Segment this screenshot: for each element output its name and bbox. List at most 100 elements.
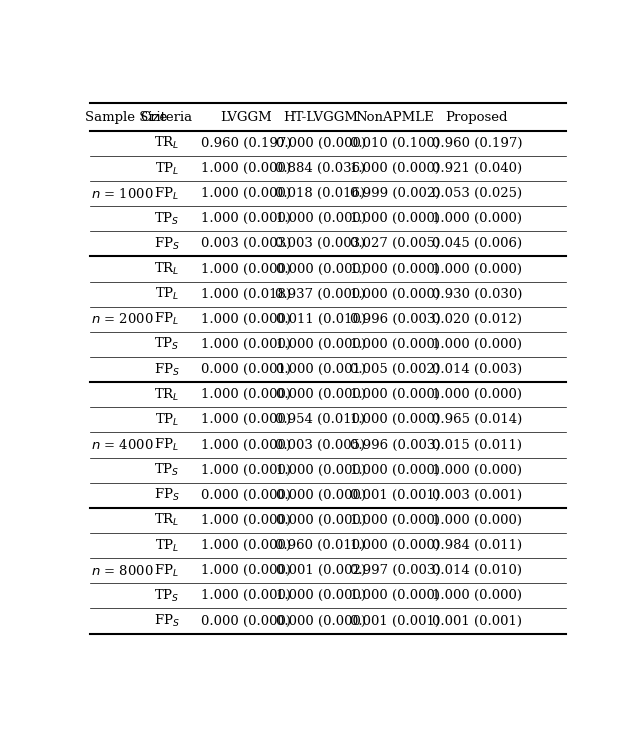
Text: FP$_{S}$: FP$_{S}$ [154, 487, 180, 503]
Text: 1.000 (0.000): 1.000 (0.000) [201, 313, 291, 326]
Text: FP$_{L}$: FP$_{L}$ [154, 311, 179, 327]
Text: 0.014 (0.010): 0.014 (0.010) [432, 564, 522, 577]
Text: 0.053 (0.025): 0.053 (0.025) [432, 187, 522, 200]
Text: TR$_{L}$: TR$_{L}$ [154, 513, 180, 528]
Text: 1.000 (0.000): 1.000 (0.000) [432, 338, 522, 351]
Text: 1.000 (0.000): 1.000 (0.000) [350, 388, 440, 401]
Text: 1.000 (0.000): 1.000 (0.000) [201, 388, 291, 401]
Text: FP$_{L}$: FP$_{L}$ [154, 186, 179, 202]
Text: 1.000 (0.000): 1.000 (0.000) [201, 514, 291, 527]
Text: 1.000 (0.000): 1.000 (0.000) [432, 464, 522, 476]
Text: 0.960 (0.010): 0.960 (0.010) [275, 539, 365, 552]
Text: 0.000 (0.000): 0.000 (0.000) [201, 489, 291, 502]
Text: 0.937 (0.000): 0.937 (0.000) [275, 288, 365, 301]
Text: HT-LVGGM: HT-LVGGM [283, 111, 358, 124]
Text: 1.000 (0.000): 1.000 (0.000) [432, 263, 522, 275]
Text: 1.000 (0.000): 1.000 (0.000) [201, 263, 291, 275]
Text: 1.000 (0.000): 1.000 (0.000) [350, 539, 440, 552]
Text: 1.000 (0.000): 1.000 (0.000) [432, 514, 522, 527]
Text: 0.000 (0.000): 0.000 (0.000) [276, 137, 365, 150]
Text: 1.000 (0.000): 1.000 (0.000) [276, 589, 365, 603]
Text: 0.000 (0.000): 0.000 (0.000) [201, 614, 291, 628]
Text: 0.000 (0.000): 0.000 (0.000) [276, 263, 365, 275]
Text: 0.954 (0.010): 0.954 (0.010) [275, 413, 365, 427]
Text: Sample Size: Sample Size [85, 111, 167, 124]
Text: TP$_{L}$: TP$_{L}$ [155, 412, 179, 428]
Text: 0.996 (0.003): 0.996 (0.003) [349, 313, 440, 326]
Text: FP$_{S}$: FP$_{S}$ [154, 236, 180, 252]
Text: 1.000 (0.000): 1.000 (0.000) [432, 589, 522, 603]
Text: 0.027 (0.005): 0.027 (0.005) [350, 237, 440, 250]
Text: 0.960 (0.197): 0.960 (0.197) [201, 137, 291, 150]
Text: 0.018 (0.016): 0.018 (0.016) [275, 187, 365, 200]
Text: 0.000 (0.001): 0.000 (0.001) [201, 363, 291, 376]
Text: 0.997 (0.003): 0.997 (0.003) [349, 564, 440, 577]
Text: FP$_{S}$: FP$_{S}$ [154, 361, 180, 378]
Text: 0.984 (0.011): 0.984 (0.011) [432, 539, 522, 552]
Text: 1.000 (0.000): 1.000 (0.000) [276, 212, 365, 226]
Text: $n$ = 4000: $n$ = 4000 [91, 438, 154, 452]
Text: TR$_{L}$: TR$_{L}$ [154, 135, 180, 151]
Text: 1.000 (0.000): 1.000 (0.000) [350, 413, 440, 427]
Text: 1.000 (0.000): 1.000 (0.000) [350, 162, 440, 175]
Text: 1.000 (0.000): 1.000 (0.000) [350, 589, 440, 603]
Text: 0.960 (0.197): 0.960 (0.197) [431, 137, 522, 150]
Text: 0.003 (0.005): 0.003 (0.005) [275, 439, 365, 451]
Text: TR$_{L}$: TR$_{L}$ [154, 261, 180, 277]
Text: TP$_{S}$: TP$_{S}$ [154, 462, 180, 478]
Text: TP$_{S}$: TP$_{S}$ [154, 588, 180, 604]
Text: 0.001 (0.001): 0.001 (0.001) [350, 614, 440, 628]
Text: 1.000 (0.000): 1.000 (0.000) [350, 288, 440, 301]
Text: 1.000 (0.000): 1.000 (0.000) [201, 464, 291, 476]
Text: TP$_{S}$: TP$_{S}$ [154, 211, 180, 227]
Text: 0.965 (0.014): 0.965 (0.014) [431, 413, 522, 427]
Text: TP$_{L}$: TP$_{L}$ [155, 160, 179, 177]
Text: FP$_{L}$: FP$_{L}$ [154, 562, 179, 579]
Text: 1.000 (0.000): 1.000 (0.000) [201, 338, 291, 351]
Text: 0.011 (0.010): 0.011 (0.010) [276, 313, 365, 326]
Text: 1.000 (0.000): 1.000 (0.000) [201, 539, 291, 552]
Text: 1.000 (0.000): 1.000 (0.000) [201, 589, 291, 603]
Text: 1.000 (0.000): 1.000 (0.000) [201, 564, 291, 577]
Text: 1.000 (0.000): 1.000 (0.000) [201, 439, 291, 451]
Text: $n$ = 2000: $n$ = 2000 [91, 312, 154, 326]
Text: 1.000 (0.018): 1.000 (0.018) [201, 288, 291, 301]
Text: 0.001 (0.001): 0.001 (0.001) [432, 614, 522, 628]
Text: TP$_{L}$: TP$_{L}$ [155, 286, 179, 302]
Text: 0.921 (0.040): 0.921 (0.040) [432, 162, 522, 175]
Text: TP$_{L}$: TP$_{L}$ [155, 537, 179, 554]
Text: 0.000 (0.000): 0.000 (0.000) [276, 514, 365, 527]
Text: Criteria: Criteria [141, 111, 193, 124]
Text: 0.999 (0.002): 0.999 (0.002) [350, 187, 440, 200]
Text: 1.000 (0.000): 1.000 (0.000) [201, 212, 291, 226]
Text: 0.020 (0.012): 0.020 (0.012) [432, 313, 522, 326]
Text: 0.001 (0.002): 0.001 (0.002) [276, 564, 365, 577]
Text: 1.000 (0.000): 1.000 (0.000) [201, 162, 291, 175]
Text: 0.003 (0.003): 0.003 (0.003) [201, 237, 291, 250]
Text: 0.000 (0.000): 0.000 (0.000) [276, 388, 365, 401]
Text: 1.000 (0.000): 1.000 (0.000) [432, 388, 522, 401]
Text: 0.000 (0.001): 0.000 (0.001) [276, 363, 365, 376]
Text: 1.000 (0.000): 1.000 (0.000) [201, 187, 291, 200]
Text: 0.005 (0.002): 0.005 (0.002) [350, 363, 440, 376]
Text: 0.014 (0.003): 0.014 (0.003) [432, 363, 522, 376]
Text: Proposed: Proposed [445, 111, 508, 124]
Text: 1.000 (0.000): 1.000 (0.000) [432, 212, 522, 226]
Text: FP$_{S}$: FP$_{S}$ [154, 613, 180, 629]
Text: 0.884 (0.036): 0.884 (0.036) [275, 162, 365, 175]
Text: 1.000 (0.000): 1.000 (0.000) [276, 464, 365, 476]
Text: 1.000 (0.000): 1.000 (0.000) [201, 413, 291, 427]
Text: 1.000 (0.000): 1.000 (0.000) [350, 338, 440, 351]
Text: 1.000 (0.000): 1.000 (0.000) [276, 338, 365, 351]
Text: 0.996 (0.003): 0.996 (0.003) [349, 439, 440, 451]
Text: LVGGM: LVGGM [220, 111, 272, 124]
Text: $n$ = 1000: $n$ = 1000 [91, 186, 154, 200]
Text: NonAPMLE: NonAPMLE [356, 111, 435, 124]
Text: 0.930 (0.030): 0.930 (0.030) [431, 288, 522, 301]
Text: 0.000 (0.000): 0.000 (0.000) [276, 489, 365, 502]
Text: 1.000 (0.000): 1.000 (0.000) [350, 263, 440, 275]
Text: 1.000 (0.000): 1.000 (0.000) [350, 212, 440, 226]
Text: 1.000 (0.000): 1.000 (0.000) [350, 514, 440, 527]
Text: 0.015 (0.011): 0.015 (0.011) [432, 439, 522, 451]
Text: TR$_{L}$: TR$_{L}$ [154, 387, 180, 403]
